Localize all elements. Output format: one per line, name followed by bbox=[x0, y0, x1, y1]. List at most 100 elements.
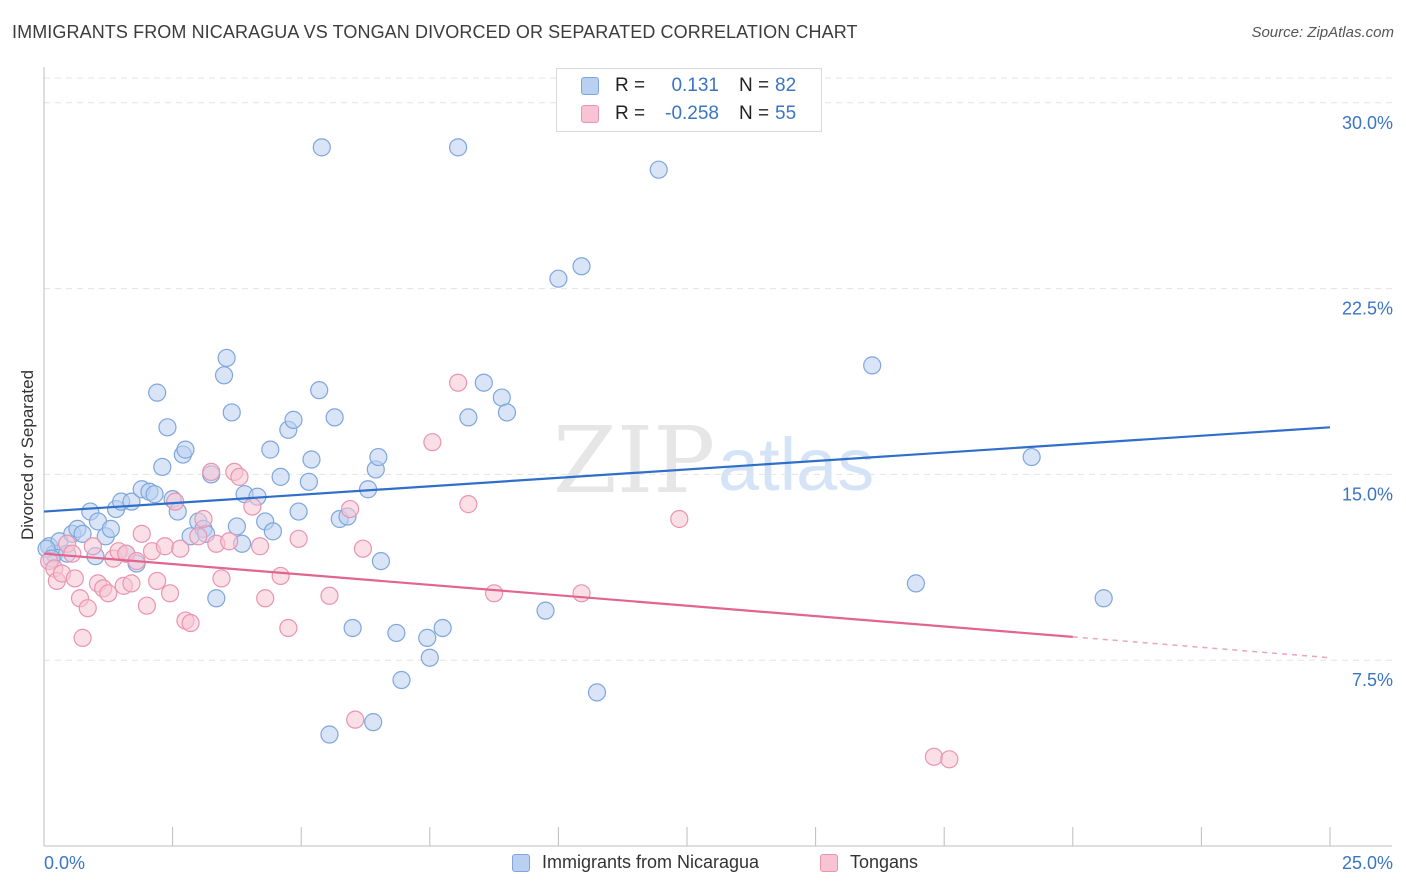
nicaragua-point bbox=[459, 408, 478, 427]
tongan-point bbox=[148, 571, 167, 591]
tongan-point bbox=[256, 589, 275, 608]
nicaragua-trend-line bbox=[43, 426, 1331, 513]
tongan-point bbox=[670, 509, 689, 529]
nicaragua-point bbox=[474, 373, 493, 392]
legend-row-tongans: R = -0.258 N = 55 bbox=[581, 101, 796, 127]
nicaragua-point bbox=[343, 618, 362, 638]
tongan-point bbox=[353, 539, 373, 558]
tongan-point bbox=[155, 537, 174, 556]
tongan-point bbox=[99, 584, 118, 603]
tongan-point bbox=[181, 613, 200, 633]
tongan-trend-line bbox=[43, 552, 1073, 639]
series-swatch-blue bbox=[512, 853, 530, 872]
tongan-point bbox=[63, 544, 82, 563]
x-tick-label: 0.0% bbox=[44, 853, 85, 873]
tongan-point bbox=[289, 529, 308, 548]
watermark-atlas: atlas bbox=[718, 423, 874, 506]
series-name: Immigrants from Nicaragua bbox=[542, 852, 760, 872]
nicaragua-point bbox=[572, 257, 591, 276]
tongan-point bbox=[940, 750, 959, 769]
nicaragua-point bbox=[649, 160, 668, 179]
tongan-point bbox=[137, 596, 156, 615]
legend-n-value: 82 bbox=[775, 75, 797, 96]
nicaragua-point bbox=[289, 502, 308, 521]
nicaragua-point bbox=[312, 138, 331, 157]
nicaragua-point bbox=[207, 589, 226, 608]
legend-r-value: 0.131 bbox=[671, 75, 719, 96]
legend-n-value: 55 bbox=[775, 103, 797, 124]
nicaragua-point bbox=[1022, 447, 1041, 467]
nicaragua-point bbox=[271, 467, 290, 486]
nicaragua-point bbox=[73, 524, 92, 543]
tongan-point bbox=[160, 584, 180, 603]
nicaragua-point bbox=[302, 450, 321, 469]
nicaragua-point bbox=[549, 269, 568, 288]
tongan-point bbox=[220, 532, 239, 551]
nicaragua-point bbox=[325, 408, 344, 427]
tongan-point bbox=[340, 499, 360, 519]
series-legend: Immigrants from Nicaragua Tongans bbox=[0, 852, 1406, 878]
series-swatch-pink bbox=[820, 853, 838, 872]
x-tick-label: 25.0% bbox=[1342, 853, 1393, 873]
tongan-point bbox=[65, 569, 84, 588]
nicaragua-point bbox=[214, 366, 234, 385]
tongan-point bbox=[230, 467, 249, 486]
nicaragua-point bbox=[310, 381, 329, 400]
tongan-point bbox=[279, 618, 298, 638]
tongan-point bbox=[171, 539, 190, 558]
tongan-point bbox=[132, 524, 151, 543]
tongan-point bbox=[73, 628, 92, 647]
tongan-point bbox=[924, 747, 944, 766]
nicaragua-point bbox=[863, 356, 882, 375]
series-legend-tongans: Tongans bbox=[820, 852, 918, 873]
nicaragua-point bbox=[364, 713, 383, 732]
tongan-point bbox=[459, 495, 478, 514]
nicaragua-point bbox=[448, 138, 468, 157]
y-tick-label: 30.0% bbox=[1342, 113, 1393, 133]
nicaragua-point bbox=[418, 628, 437, 647]
nicaragua-point bbox=[284, 410, 303, 429]
nicaragua-point bbox=[1094, 589, 1113, 608]
nicaragua-point bbox=[261, 440, 280, 459]
tongan-point bbox=[485, 584, 504, 603]
nicaragua-point bbox=[227, 517, 246, 536]
legend-r-value: -0.258 bbox=[665, 103, 719, 124]
tongan-point bbox=[448, 373, 468, 392]
nicaragua-point bbox=[906, 574, 926, 593]
y-tick-label: 22.5% bbox=[1342, 299, 1393, 319]
nicaragua-point bbox=[369, 447, 388, 467]
legend-row-nicaragua: R = 0.131 N = 82 bbox=[581, 73, 796, 99]
nicaragua-point bbox=[176, 440, 195, 459]
series-legend-nicaragua: Immigrants from Nicaragua bbox=[512, 852, 759, 873]
y-tick-label: 7.5% bbox=[1352, 670, 1393, 690]
tongan-point bbox=[78, 599, 97, 618]
nicaragua-point bbox=[433, 618, 452, 638]
nicaragua-point bbox=[153, 457, 172, 477]
nicaragua-point bbox=[587, 683, 607, 702]
watermark-zip: ZIP bbox=[553, 407, 715, 514]
nicaragua-point bbox=[222, 403, 241, 422]
nicaragua-point bbox=[392, 670, 411, 690]
tongan-point bbox=[271, 566, 290, 586]
nicaragua-point bbox=[158, 418, 177, 437]
tongan-point bbox=[189, 527, 208, 546]
tongan-point bbox=[423, 433, 442, 452]
tongan-point bbox=[122, 574, 141, 593]
tongan-point bbox=[202, 462, 221, 482]
tongan-point bbox=[243, 497, 262, 516]
nicaragua-point bbox=[101, 519, 120, 538]
nicaragua-point bbox=[420, 648, 439, 667]
legend-swatch-blue bbox=[581, 77, 599, 95]
legend-n-label: N = bbox=[739, 103, 770, 124]
nicaragua-point bbox=[145, 485, 164, 504]
tongan-point bbox=[212, 569, 231, 588]
y-tick-label: 15.0% bbox=[1342, 484, 1393, 504]
nicaragua-point bbox=[320, 725, 339, 744]
nicaragua-point bbox=[387, 623, 406, 643]
nicaragua-point bbox=[217, 348, 236, 368]
tongan-point bbox=[194, 509, 213, 529]
tongan-point bbox=[83, 537, 102, 556]
series-name: Tongans bbox=[850, 852, 919, 872]
chart-title: IMMIGRANTS FROM NICARAGUA VS TONGAN DIVO… bbox=[12, 22, 858, 42]
